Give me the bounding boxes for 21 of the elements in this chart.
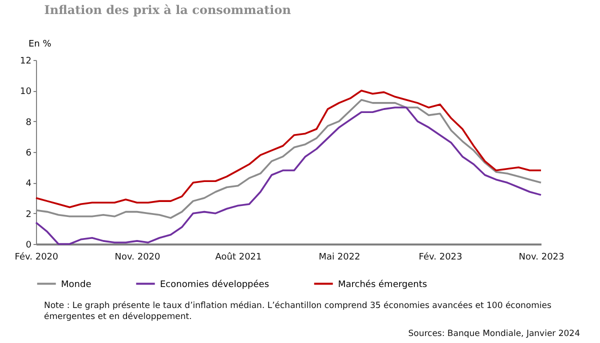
chart-title: Inflation des prix à la consommation [44,3,292,17]
x-tick-label: Nov. 2020 [114,252,161,262]
x-tick-label: Mai 2022 [318,252,360,262]
x-tick-label: Août 2021 [215,252,262,262]
y-tick-label: 10 [20,87,32,98]
legend-label: Monde [61,280,92,290]
x-tick-label: Fév. 2023 [418,252,462,262]
y-axis-title: En % [28,40,52,50]
y-tick-label: 2 [26,210,32,220]
y-tick-label: 4 [26,179,32,190]
y-tick-label: 12 [20,56,32,66]
line-series [35,90,542,208]
source-note: Sources: Banque Mondiale, Janvier 2024 [408,329,580,339]
legend-label: Economies développées [160,278,270,290]
y-tick-label: 0 [26,240,32,250]
text: Note : Le graph présente le taux d’inflation médian. L’échantillon comprend 35 économies avancées et 100 économies émergentes et en développement. [44,301,552,323]
y-tick-label: 8 [26,118,32,128]
x-tick-label: Nov. 2023 [518,252,564,262]
legend-label: Marchés émergents [338,278,428,290]
x-tick-label: Fév. 2020 [14,252,59,262]
y-tick-label: 6 [26,148,32,158]
